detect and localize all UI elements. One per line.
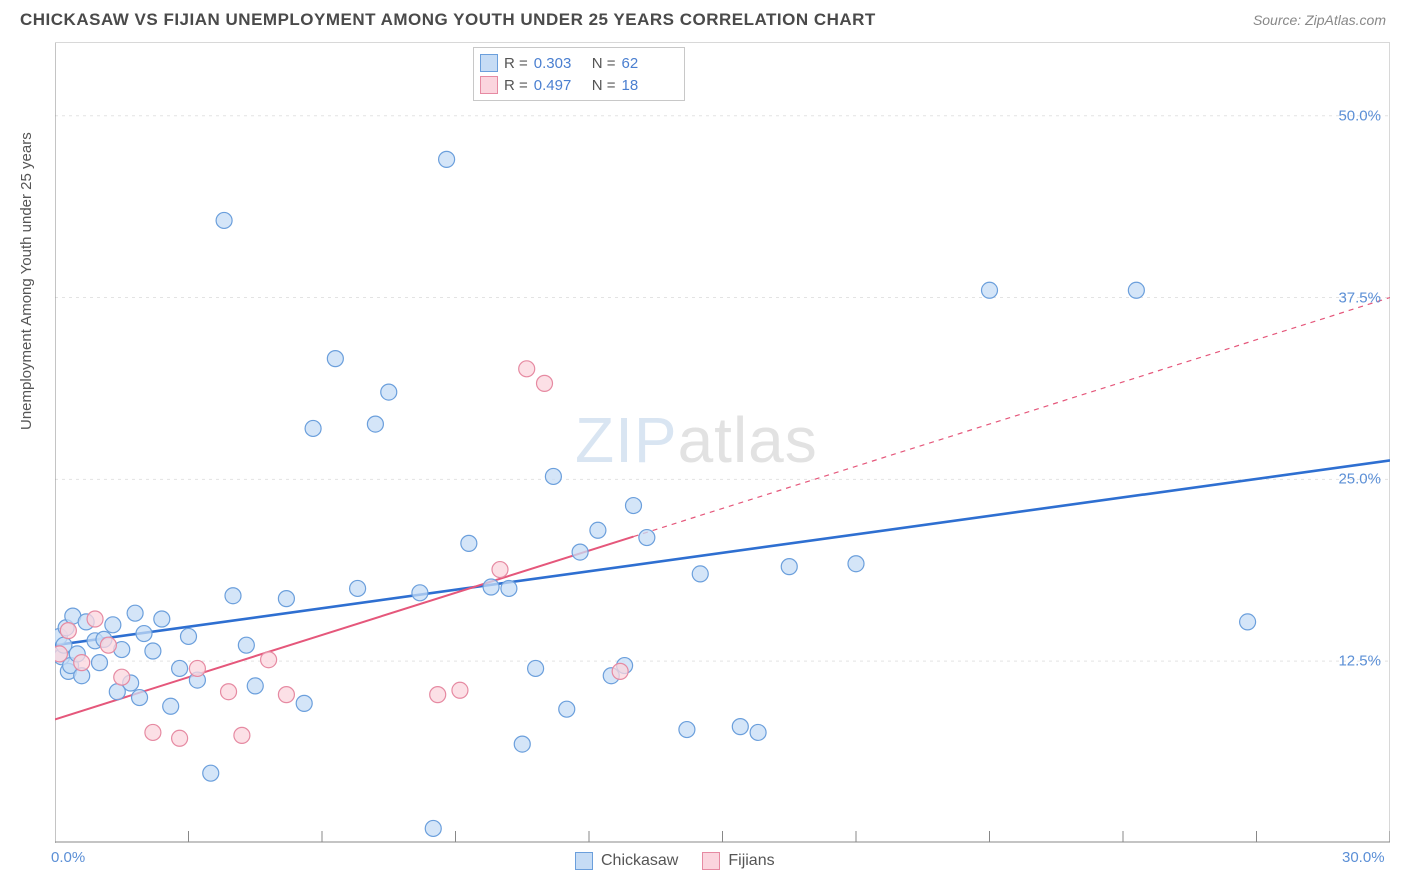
stat-r-value-chickasaw: 0.303 — [534, 55, 586, 72]
stat-n-label: N = — [592, 77, 616, 94]
legend-item-chickasaw: Chickasaw — [575, 852, 678, 870]
stat-r-label: R = — [504, 55, 528, 72]
x-tick-label: 0.0% — [51, 849, 85, 866]
swatch-fijians — [480, 76, 498, 94]
legend: Chickasaw Fijians — [575, 852, 775, 870]
source-label: Source: ZipAtlas.com — [1253, 12, 1386, 28]
stat-n-value-chickasaw: 62 — [622, 55, 674, 72]
header: CHICKASAW VS FIJIAN UNEMPLOYMENT AMONG Y… — [0, 0, 1406, 36]
stat-r-value-fijians: 0.497 — [534, 77, 586, 94]
chart-title: CHICKASAW VS FIJIAN UNEMPLOYMENT AMONG Y… — [20, 10, 876, 30]
stat-n-value-fijians: 18 — [622, 77, 674, 94]
y-tick-label: 37.5% — [1338, 289, 1381, 306]
swatch-chickasaw — [480, 54, 498, 72]
y-tick-label: 12.5% — [1338, 653, 1381, 670]
chart-area: R = 0.303 N = 62 R = 0.497 N = 18 ZIPatl… — [55, 42, 1390, 842]
y-tick-label: 25.0% — [1338, 471, 1381, 488]
stat-n-label: N = — [592, 55, 616, 72]
scatter-plot — [55, 43, 1390, 843]
y-tick-label: 50.0% — [1338, 107, 1381, 124]
stats-row-chickasaw: R = 0.303 N = 62 — [480, 52, 674, 74]
stats-row-fijians: R = 0.497 N = 18 — [480, 74, 674, 96]
legend-label-fijians: Fijians — [728, 852, 774, 870]
stat-r-label: R = — [504, 77, 528, 94]
stats-box: R = 0.303 N = 62 R = 0.497 N = 18 — [473, 47, 685, 101]
legend-swatch-chickasaw — [575, 852, 593, 870]
legend-label-chickasaw: Chickasaw — [601, 852, 678, 870]
x-tick-label: 30.0% — [1342, 849, 1385, 866]
y-axis-label: Unemployment Among Youth under 25 years — [18, 132, 35, 430]
legend-swatch-fijians — [702, 852, 720, 870]
legend-item-fijians: Fijians — [702, 852, 774, 870]
